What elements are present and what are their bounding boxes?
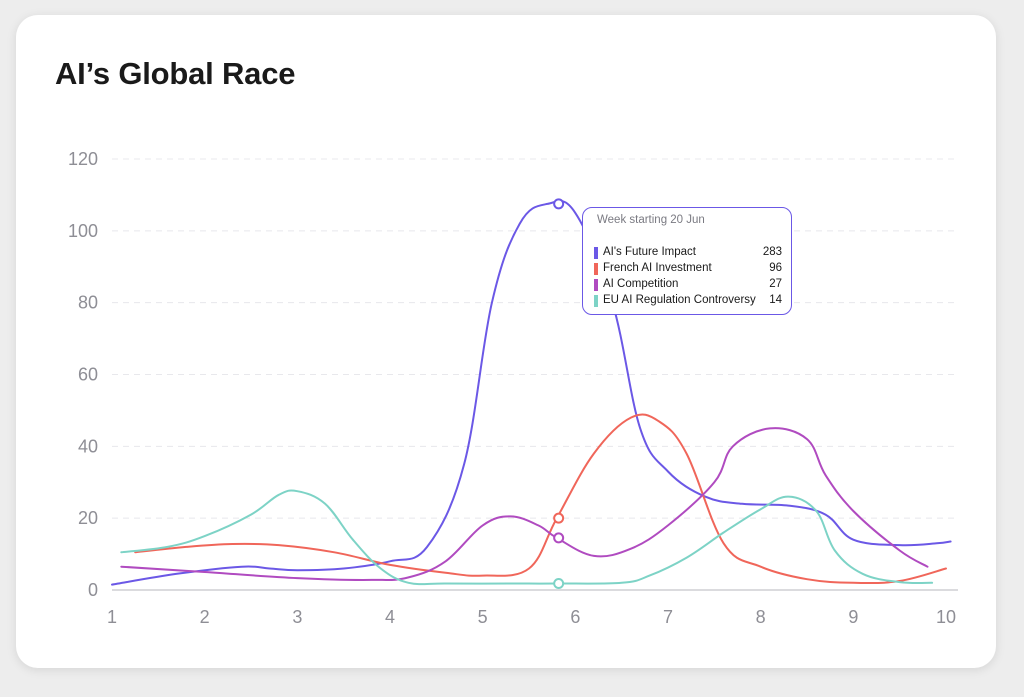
hover-tooltip: Week starting 20 Jun AI's Future Impact … — [582, 207, 792, 315]
chart-title: AI’s Global Race — [55, 56, 296, 91]
hover-point-marker — [553, 198, 565, 210]
series-line-ai-future-impact — [111, 200, 952, 586]
tooltip-series-label: AI Competition — [603, 278, 679, 290]
y-tick-label: 40 — [78, 436, 98, 456]
x-tick-label: 8 — [756, 607, 766, 627]
series-swatch — [594, 247, 598, 259]
y-tick-label: 60 — [78, 365, 98, 385]
tooltip-series-value: 27 — [769, 278, 782, 290]
tooltip-row-ai-competition: AI Competition 27 — [594, 278, 782, 292]
x-tick-label: 4 — [385, 607, 395, 627]
x-tick-label: 9 — [848, 607, 858, 627]
x-axis-ticks: 1 2 3 4 5 6 7 8 9 10 — [107, 607, 956, 627]
hover-point-marker — [553, 512, 565, 524]
tooltip-series-value: 14 — [769, 294, 782, 306]
tooltip-series-value: 96 — [769, 262, 782, 274]
series-swatch — [594, 295, 598, 307]
hover-point-marker — [553, 578, 565, 590]
grid-lines — [112, 158, 958, 591]
y-axis-ticks: 0 20 40 60 80 100 120 — [68, 149, 98, 600]
series-swatch — [594, 279, 598, 291]
tooltip-series-label: AI's Future Impact — [603, 246, 696, 258]
tooltip-row-ai-future-impact: AI's Future Impact 283 — [594, 246, 782, 260]
tooltip-series-label: EU AI Regulation Controversy — [603, 294, 756, 306]
x-tick-label: 6 — [570, 607, 580, 627]
series-line-eu-ai-regulation — [120, 489, 934, 586]
y-tick-label: 80 — [78, 293, 98, 313]
x-tick-label: 10 — [936, 607, 956, 627]
tooltip-row-french-ai-investment: French AI Investment 96 — [594, 262, 782, 276]
tooltip-series-label: French AI Investment — [603, 262, 712, 274]
hover-point-marker — [553, 532, 565, 544]
y-tick-label: 20 — [78, 508, 98, 528]
series-line-french-ai-investment — [134, 413, 947, 585]
chart-card — [16, 15, 996, 668]
tooltip-series-value: 283 — [762, 246, 782, 258]
y-tick-label: 0 — [88, 580, 98, 600]
x-tick-label: 3 — [292, 607, 302, 627]
x-tick-label: 2 — [200, 607, 210, 627]
series-line-ai-competition — [120, 427, 929, 581]
y-tick-label: 120 — [68, 149, 98, 169]
hover-markers — [553, 198, 565, 590]
series-lines — [111, 200, 952, 586]
x-tick-label: 5 — [478, 607, 488, 627]
x-tick-label: 7 — [663, 607, 673, 627]
tooltip-header: Week starting 20 Jun — [597, 214, 705, 226]
x-tick-label: 1 — [107, 607, 117, 627]
y-tick-label: 100 — [68, 221, 98, 241]
series-swatch — [594, 263, 598, 275]
tooltip-row-eu-ai-regulation: EU AI Regulation Controversy 14 — [594, 294, 782, 308]
